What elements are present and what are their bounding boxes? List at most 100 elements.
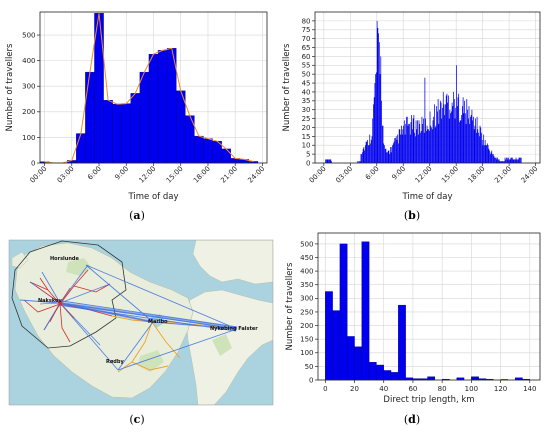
bar (400, 134, 401, 163)
bar (203, 138, 213, 164)
bar (439, 109, 440, 163)
y-tick-label: 15 (302, 133, 311, 141)
y-tick-label: 65 (302, 44, 311, 52)
bar (326, 159, 327, 163)
bar (432, 120, 434, 163)
map-label-horslunde: Horslunde (50, 256, 79, 262)
panel-d-chart: 0 20 40 60 80 100 120 140 0 50 100 150 200 250 300 350 4… (285, 232, 541, 405)
bar (436, 106, 438, 163)
y-tick-label: 250 (300, 308, 313, 316)
bar (377, 27, 379, 163)
bar (486, 145, 487, 163)
bar (505, 159, 507, 163)
bar (175, 90, 186, 164)
bar (444, 115, 446, 163)
y-tick-label: 300 (22, 83, 35, 91)
bar (401, 134, 403, 163)
bar (194, 135, 204, 164)
y-tick-label: 35 (302, 97, 311, 105)
x-tick-label: 100 (465, 385, 478, 393)
bar (514, 159, 516, 163)
bar (482, 145, 484, 163)
bar (376, 364, 384, 381)
bar (409, 134, 411, 163)
bar (373, 97, 375, 163)
x-tick-label: 21:00 (219, 165, 239, 185)
bar (475, 132, 477, 163)
bar (434, 104, 435, 163)
bar (452, 106, 454, 163)
bar (387, 150, 389, 163)
bar (474, 125, 476, 163)
bar (425, 118, 426, 163)
bar (504, 157, 506, 163)
y-tick-label: 200 (22, 108, 35, 116)
bar (467, 109, 468, 163)
map-frame (8, 239, 274, 406)
bar (508, 157, 510, 163)
bar (476, 116, 478, 163)
y-tick-label: 0 (306, 159, 310, 167)
bar (418, 120, 420, 163)
y-tick-label: 50 (305, 363, 314, 371)
bar (407, 125, 409, 163)
bar (412, 129, 413, 163)
caption-c: (c) (129, 413, 144, 426)
x-tick-label: 18:00 (192, 165, 212, 185)
x-tick-label: 15:00 (165, 165, 185, 185)
bar (378, 33, 379, 164)
bar (500, 161, 501, 163)
bar (420, 131, 422, 163)
bar (462, 106, 463, 163)
x-tick-label: 0 (323, 385, 327, 393)
bar (413, 115, 415, 163)
bar (514, 159, 515, 163)
bar (489, 150, 490, 163)
bar (441, 118, 443, 163)
bar (389, 154, 390, 163)
bar (391, 147, 393, 163)
bar (417, 134, 419, 163)
bar (388, 150, 390, 163)
bar (431, 129, 433, 163)
x-tick-label: 24:00 (520, 165, 540, 185)
bar (395, 138, 396, 163)
bar (370, 143, 371, 163)
bar (395, 136, 397, 163)
bar (426, 125, 428, 163)
y-tick-label: 5 (306, 151, 310, 159)
x-tick-label: 00:00 (29, 165, 49, 185)
bar (386, 152, 388, 163)
bar (393, 141, 395, 163)
bar (479, 125, 481, 163)
map-route-lines-heavy (59, 301, 238, 330)
bar (121, 103, 132, 164)
x-tick-label: 9:00 (390, 165, 407, 182)
panel-a-trend-line (44, 13, 254, 164)
bar (458, 93, 460, 163)
bar (463, 113, 465, 163)
bar (398, 129, 400, 163)
bar (454, 118, 456, 163)
x-tick-label: 03:00 (334, 165, 354, 185)
bar (445, 95, 447, 163)
y-tick-label: 40 (302, 88, 311, 96)
bar (520, 157, 521, 163)
bar (469, 123, 471, 163)
bar (157, 50, 168, 164)
bar (384, 145, 385, 163)
bar (449, 109, 451, 163)
caption-d: (d) (404, 413, 420, 426)
bar (112, 103, 122, 164)
bar (427, 376, 436, 381)
y-tick-label: 20 (302, 124, 311, 132)
x-tick-label: 15:00 (440, 165, 460, 185)
y-tick-label: 500 (22, 31, 35, 39)
bar (478, 136, 480, 163)
bar (512, 159, 514, 163)
bar (378, 42, 380, 164)
bar (412, 118, 414, 163)
bar (416, 129, 418, 163)
y-tick-label: 400 (22, 57, 35, 65)
